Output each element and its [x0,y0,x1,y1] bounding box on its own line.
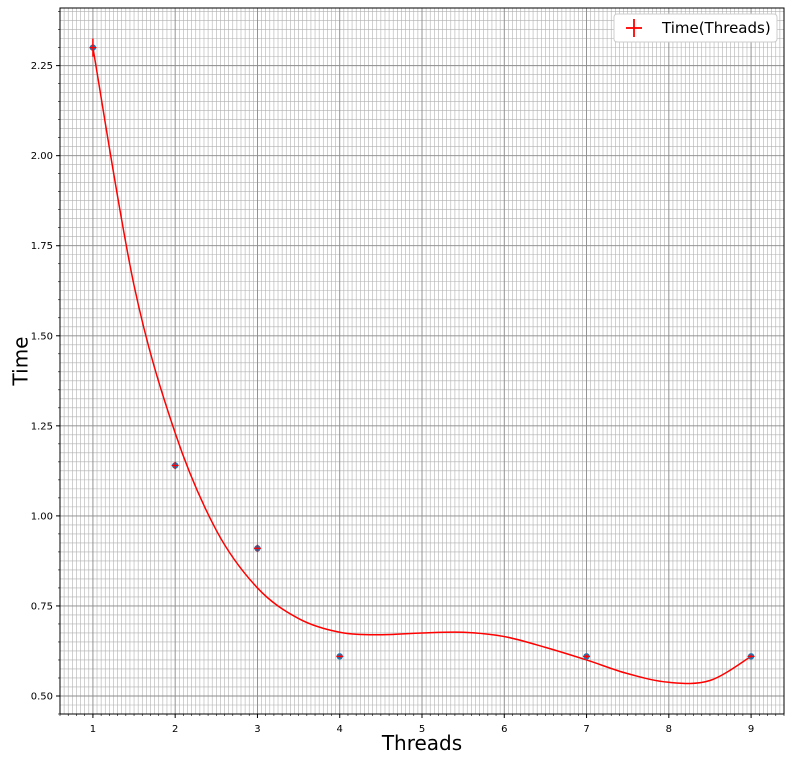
x-tick-label: 5 [419,724,425,735]
y-tick-label: 1.75 [31,241,53,252]
x-tick-label: 4 [337,724,343,735]
y-tick-label: 2.25 [31,61,53,72]
y-tick-label: 0.50 [31,691,53,702]
series-layer [89,38,755,685]
legend: Time(Threads) [613,13,778,43]
y-axis-title: Time [9,337,33,387]
legend-marker-icon [626,19,642,37]
x-tick-label: 9 [748,724,754,735]
y-tick-label: 1.00 [31,511,53,522]
x-tick-label: 6 [501,724,507,735]
y-tick-label: 1.50 [31,331,53,342]
x-tick-label: 3 [254,724,260,735]
major-grid [60,8,784,714]
tick-labels: 1 2 3 4 5 6 7 8 9 0.50 0.75 1.00 1.25 1.50 1.75 2.00 2.2… [31,61,755,735]
fit-line [92,47,752,685]
y-tick-label: 2.00 [31,151,53,162]
y-tick-label: 1.25 [31,421,53,432]
x-tick-label: 7 [583,724,589,735]
legend-box [613,13,778,43]
x-tick-label: 2 [172,724,178,735]
y-tick-label: 0.75 [31,601,53,612]
x-axis-title: Threads [381,731,462,755]
legend-label: Time(Threads) [661,19,771,37]
plot-frame [59,7,785,715]
x-tick-label: 8 [666,724,672,735]
x-tick-label: 1 [90,724,96,735]
